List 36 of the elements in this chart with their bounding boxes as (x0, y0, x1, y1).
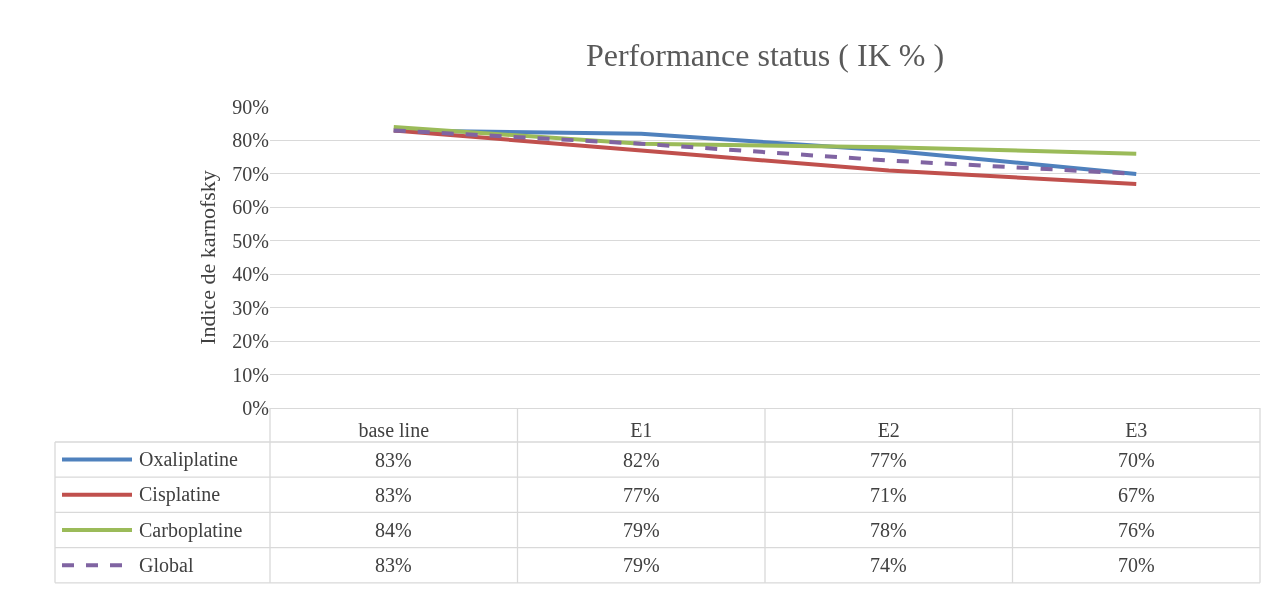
y-tick-label: 90% (232, 96, 269, 118)
y-tick-label: 20% (232, 330, 269, 353)
x-tick-label: E2 (877, 419, 900, 441)
data-label: 77% (870, 449, 907, 471)
x-tick-label: E3 (1125, 419, 1148, 441)
data-label: 74% (870, 554, 907, 576)
chart-title: Performance status ( IK % ) (585, 37, 945, 74)
x-tick-label: E1 (630, 419, 653, 441)
legend-label: Cisplatine (139, 483, 221, 506)
y-axis-title: Indice de karnofsky (195, 170, 221, 345)
data-label: 79% (623, 554, 660, 576)
data-label: 67% (1118, 484, 1155, 506)
data-label: 83% (375, 484, 412, 506)
legend-label: Carboplatine (139, 519, 243, 542)
y-tick-label: 40% (232, 263, 269, 286)
data-label: 83% (375, 554, 412, 576)
data-label: 71% (870, 484, 907, 506)
data-label: 79% (623, 519, 660, 541)
y-tick-label: 50% (232, 229, 269, 252)
data-label: 70% (1118, 554, 1155, 576)
y-tick-label: 60% (232, 196, 269, 219)
legend-label: Oxaliplatine (139, 448, 238, 471)
data-label: 84% (375, 519, 412, 541)
x-tick-label: base line (358, 419, 430, 441)
data-label: 82% (623, 449, 660, 471)
legend-label: Global (139, 554, 194, 576)
y-tick-label: 30% (232, 296, 269, 319)
data-label: 70% (1118, 449, 1155, 471)
data-label: 77% (623, 484, 660, 506)
data-label: 76% (1118, 519, 1155, 541)
y-tick-label: 0% (242, 397, 269, 419)
y-tick-label: 70% (232, 162, 269, 185)
y-tick-label: 80% (232, 129, 269, 152)
y-tick-label: 10% (232, 363, 269, 386)
data-label: 78% (870, 519, 907, 541)
data-label: 83% (375, 449, 412, 471)
